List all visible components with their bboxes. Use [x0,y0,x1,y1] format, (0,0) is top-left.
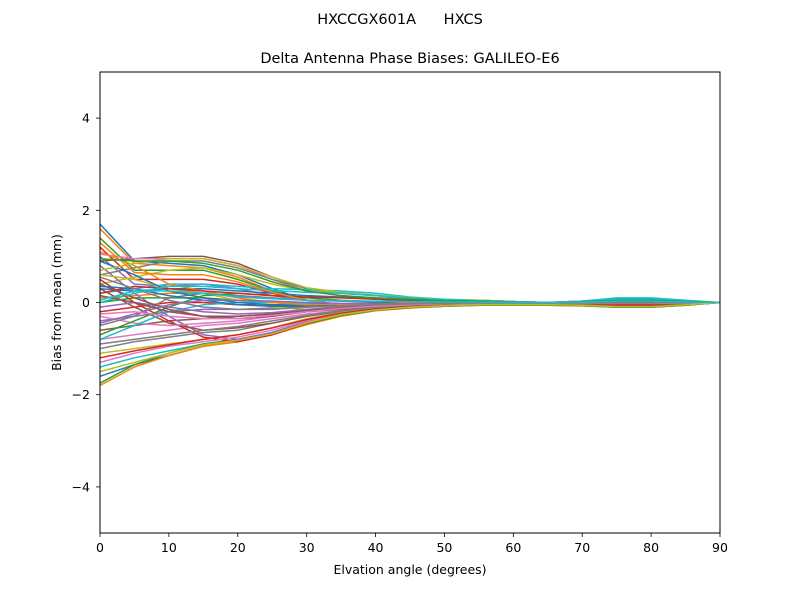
x-tick-label: 10 [161,540,177,555]
series-line-49 [99,301,721,373]
series-line-43 [99,257,721,304]
x-tick-label: 90 [712,540,728,555]
y-tick-label: 0 [82,295,90,310]
x-axis-ticks: 0 10 20 30 40 50 60 70 80 90 [96,533,728,555]
series-line-40 [99,285,721,304]
x-tick-label: 40 [368,540,384,555]
x-tick-label: 0 [96,540,104,555]
x-tick-label: 30 [299,540,315,555]
series-line-50 [99,290,721,304]
series-line-20 [99,301,721,368]
series-lines [99,223,721,387]
y-tick-label: −4 [72,479,90,494]
x-tick-label: 70 [574,540,590,555]
y-axis-label: Bias from mean (mm) [49,234,64,371]
x-tick-label: 20 [230,540,246,555]
y-tick-label: 2 [82,203,90,218]
chart-title: Delta Antenna Phase Biases: GALILEO-E6 [260,51,559,67]
figure-suptitle: HXCCGX601A HXCS [317,12,483,28]
series-line-48 [99,276,720,311]
x-axis-label: Elvation angle (degrees) [333,562,486,577]
x-tick-label: 80 [643,540,659,555]
y-axis-ticks: −4 −2 0 2 4 [72,111,100,494]
x-tick-label: 50 [436,540,452,555]
x-tick-label: 60 [505,540,521,555]
y-tick-label: 4 [82,111,90,126]
y-tick-label: −2 [72,387,90,402]
